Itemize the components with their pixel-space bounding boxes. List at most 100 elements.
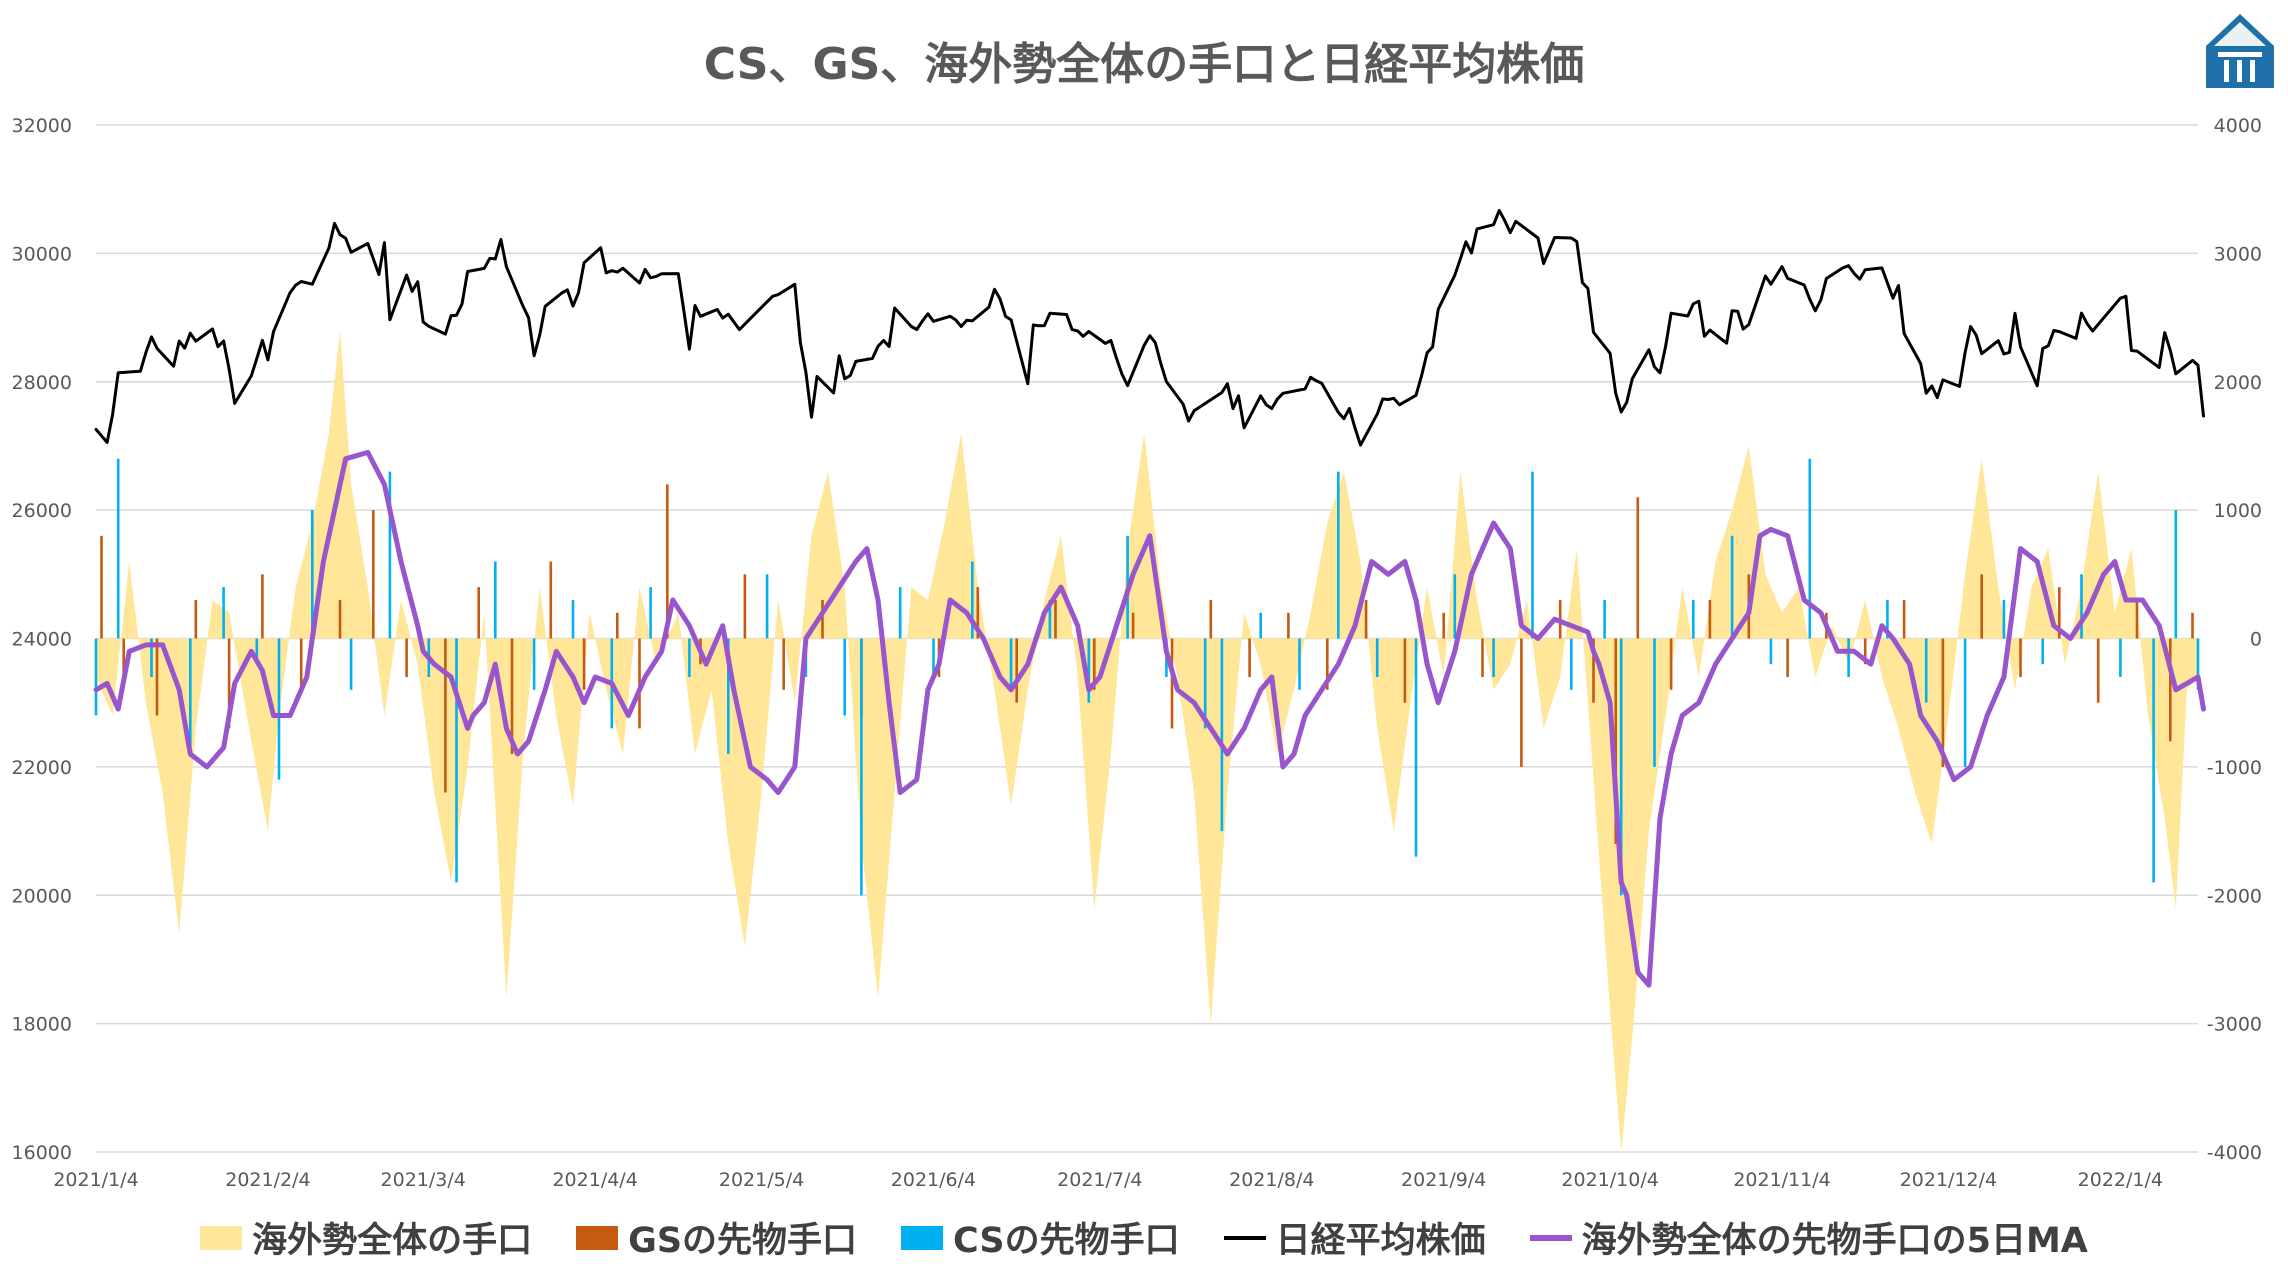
- bar-cs: [1220, 638, 1224, 832]
- area-foreign-total: [96, 330, 2198, 1152]
- bar-cs: [388, 471, 392, 639]
- bar-cs: [1692, 600, 1695, 639]
- bar-gs: [1170, 638, 1174, 729]
- bar-cs: [349, 638, 353, 690]
- bar-cs: [2119, 638, 2122, 677]
- bar-cs: [1730, 535, 1734, 639]
- bar-cs: [1492, 638, 1495, 677]
- bar-cs: [277, 638, 281, 780]
- x-tick-label: 2021/12/4: [1900, 1169, 1997, 1191]
- legend-label: 海外勢全体の先物手口の5日MA: [1581, 1221, 2088, 1261]
- bar-gs: [1941, 638, 1945, 767]
- bar-cs: [1009, 638, 1013, 690]
- legend-label: CSの先物手口: [953, 1221, 1180, 1261]
- bar-cs: [532, 638, 536, 690]
- bar-cs: [1619, 638, 1623, 896]
- bar-cs: [1203, 638, 1207, 729]
- bar-cs: [494, 561, 497, 639]
- bar-cs: [116, 458, 120, 639]
- y-right-tick-label: -1000: [2207, 757, 2262, 779]
- bar-cs: [1453, 574, 1457, 639]
- bar-cs: [189, 638, 192, 754]
- bar-gs: [338, 600, 342, 639]
- bar-gs: [372, 510, 375, 639]
- bar-gs: [638, 638, 641, 729]
- bar-cs: [2174, 510, 2178, 639]
- bar-gs: [477, 587, 480, 639]
- x-tick-label: 2021/4/4: [552, 1169, 637, 1191]
- bar-cs: [222, 587, 225, 639]
- bar-gs: [1131, 612, 1135, 639]
- bar-gs: [782, 638, 785, 690]
- x-tick-label: 2021/8/4: [1229, 1169, 1314, 1191]
- bar-cs: [1603, 600, 1606, 639]
- legend-item: 海外勢全体の先物手口の5日MA: [1529, 1212, 2088, 1263]
- bar-gs: [2019, 638, 2022, 677]
- bar-cs: [860, 638, 863, 896]
- x-tick-label: 2021/5/4: [719, 1169, 804, 1191]
- bar-cs: [1963, 638, 1967, 767]
- bar-gs: [743, 574, 747, 639]
- bar-cs: [2080, 574, 2083, 639]
- legend-swatch: [200, 1225, 243, 1250]
- bar-gs: [1481, 638, 1484, 677]
- bar-gs: [194, 600, 198, 639]
- line-series: [93, 208, 2206, 988]
- legend-item: GSの先物手口: [576, 1212, 857, 1263]
- bar-gs: [2096, 638, 2100, 703]
- bar-gs: [1708, 600, 1712, 639]
- bar-cs: [1414, 638, 1418, 857]
- bar-cs: [843, 638, 846, 716]
- y-left-tick-label: 22000: [12, 757, 72, 779]
- bar-cs: [898, 587, 902, 639]
- bar-gs: [155, 638, 159, 716]
- bar-gs: [2058, 587, 2061, 639]
- legend-item: CSの先物手口: [901, 1212, 1180, 1263]
- bar-gs: [261, 574, 264, 639]
- bar-gs: [2191, 612, 2194, 639]
- line-nikkei: [94, 208, 2205, 447]
- bar-cs: [1087, 638, 1091, 703]
- bar-gs: [122, 638, 125, 677]
- bar-cs: [1531, 471, 1534, 639]
- bar-gs: [1592, 638, 1595, 703]
- bar-cs: [971, 561, 974, 639]
- y-left-tick-label: 18000: [12, 1014, 72, 1036]
- x-tick-label: 2021/9/4: [1401, 1169, 1486, 1191]
- bar-gs: [616, 612, 619, 639]
- legend-swatch: [1223, 1235, 1266, 1240]
- x-tick-label: 2021/7/4: [1057, 1169, 1142, 1191]
- bar-gs: [1248, 638, 1251, 677]
- bar-gs: [1863, 638, 1867, 665]
- bar-cs: [455, 638, 458, 883]
- legend-swatch: [1529, 1234, 1572, 1241]
- bar-gs: [1326, 638, 1329, 690]
- x-tick-label: 2021/10/4: [1561, 1169, 1658, 1191]
- y-axis-right: -4000 -3000 -2000 -1000 0 1000 2000 3000 4000: [2207, 115, 2262, 1164]
- bar-cs: [1048, 600, 1052, 639]
- legend-swatch: [901, 1225, 944, 1250]
- bar-gs: [1015, 638, 1018, 703]
- bar-gs: [1209, 600, 1213, 639]
- y-left-tick-label: 16000: [12, 1142, 72, 1164]
- y-right-tick-label: 2000: [2214, 372, 2262, 394]
- legend: 海外勢全体の手口 GSの先物手口 CSの先物手口 日経平均株価 海外勢全体の先物手口の5…: [0, 1212, 2288, 1263]
- bar-gs: [821, 600, 824, 639]
- y-left-tick-label: 20000: [12, 885, 72, 907]
- bar-gs: [1442, 612, 1445, 639]
- bar-cs: [1570, 638, 1573, 690]
- chart-title: CS、GS、海外勢全体の手口と日経平均株価: [703, 39, 1585, 90]
- bar-gs: [1287, 612, 1290, 639]
- bar-cs: [150, 638, 153, 677]
- y-right-tick-label: -2000: [2207, 885, 2262, 907]
- y-axis-left: 16000 18000 20000 22000 24000 26000 28000 30000…: [12, 115, 72, 1164]
- bar-cs: [571, 600, 575, 639]
- bar-cs: [727, 638, 730, 754]
- bar-gs: [299, 638, 303, 690]
- bar-cs: [2041, 638, 2044, 665]
- x-tick-label: 2021/1/4: [53, 1169, 138, 1191]
- bar-gs: [1786, 638, 1789, 677]
- bar-cs: [94, 638, 98, 716]
